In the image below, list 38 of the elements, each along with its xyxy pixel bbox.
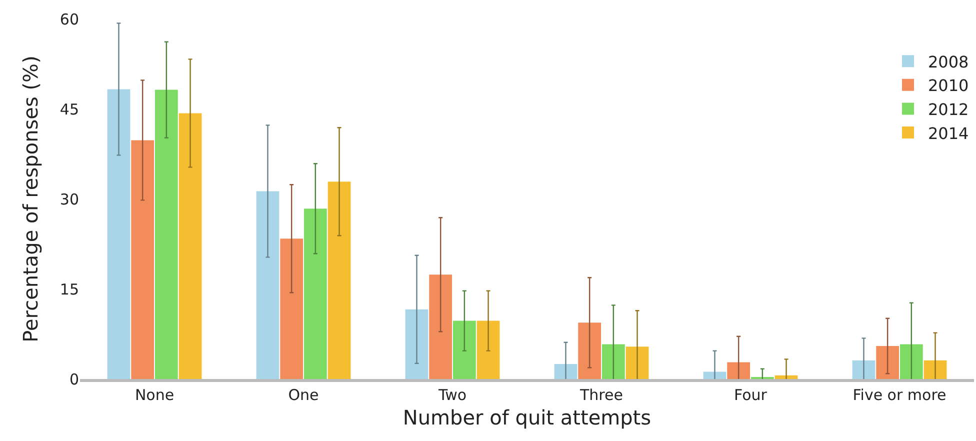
x-tick-label: Two	[437, 386, 467, 404]
bar	[107, 89, 130, 379]
x-tick-label: One	[288, 386, 319, 404]
y-tick-label: 0	[69, 370, 79, 388]
bar	[154, 90, 178, 379]
bar	[131, 140, 154, 379]
x-tick-label: Five or more	[852, 386, 946, 404]
x-tick-label: None	[134, 386, 174, 404]
legend-label: 2014	[928, 124, 969, 143]
bar	[900, 344, 923, 379]
bar	[876, 346, 900, 379]
bar	[452, 320, 476, 379]
bar	[405, 309, 428, 379]
bar	[924, 360, 947, 379]
bar	[852, 360, 876, 379]
x-tick-label: Four	[734, 386, 768, 404]
bar	[280, 238, 304, 379]
bar	[602, 344, 625, 379]
bar	[727, 362, 750, 379]
bar	[328, 182, 351, 379]
bar	[429, 274, 452, 379]
bar	[178, 113, 202, 379]
bar	[626, 346, 649, 379]
y-tick-label: 45	[60, 100, 79, 118]
x-axis-title: Number of quit attempts	[402, 406, 652, 430]
legend-label: 2010	[928, 76, 969, 96]
bar	[578, 322, 602, 379]
y-tick-label: 30	[60, 190, 79, 208]
bar	[476, 320, 500, 379]
y-tick-label: 15	[60, 280, 79, 298]
legend-label: 2008	[928, 52, 969, 72]
bar	[304, 208, 327, 379]
legend-label: 2012	[928, 100, 969, 119]
x-tick-label: Three	[579, 386, 623, 404]
bar	[554, 364, 578, 379]
y-axis-title: Percentage of responses (%)	[18, 56, 42, 342]
bar	[256, 191, 280, 379]
y-tick-label: 60	[60, 10, 79, 28]
